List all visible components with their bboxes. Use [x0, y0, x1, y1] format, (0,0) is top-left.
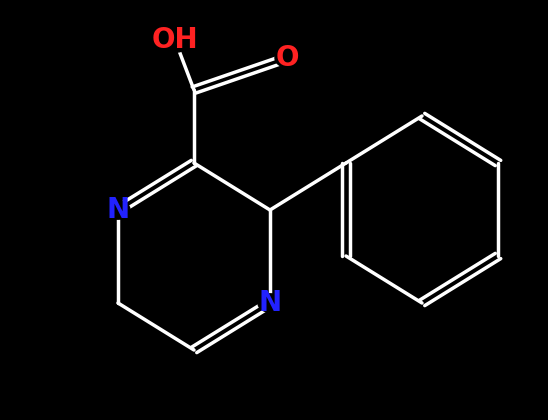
Text: OH: OH [152, 26, 198, 54]
Text: N: N [259, 289, 282, 317]
Text: O: O [275, 44, 299, 72]
Circle shape [106, 201, 130, 219]
Circle shape [258, 294, 282, 312]
Circle shape [159, 28, 191, 52]
Circle shape [275, 49, 299, 67]
Text: N: N [106, 196, 129, 224]
